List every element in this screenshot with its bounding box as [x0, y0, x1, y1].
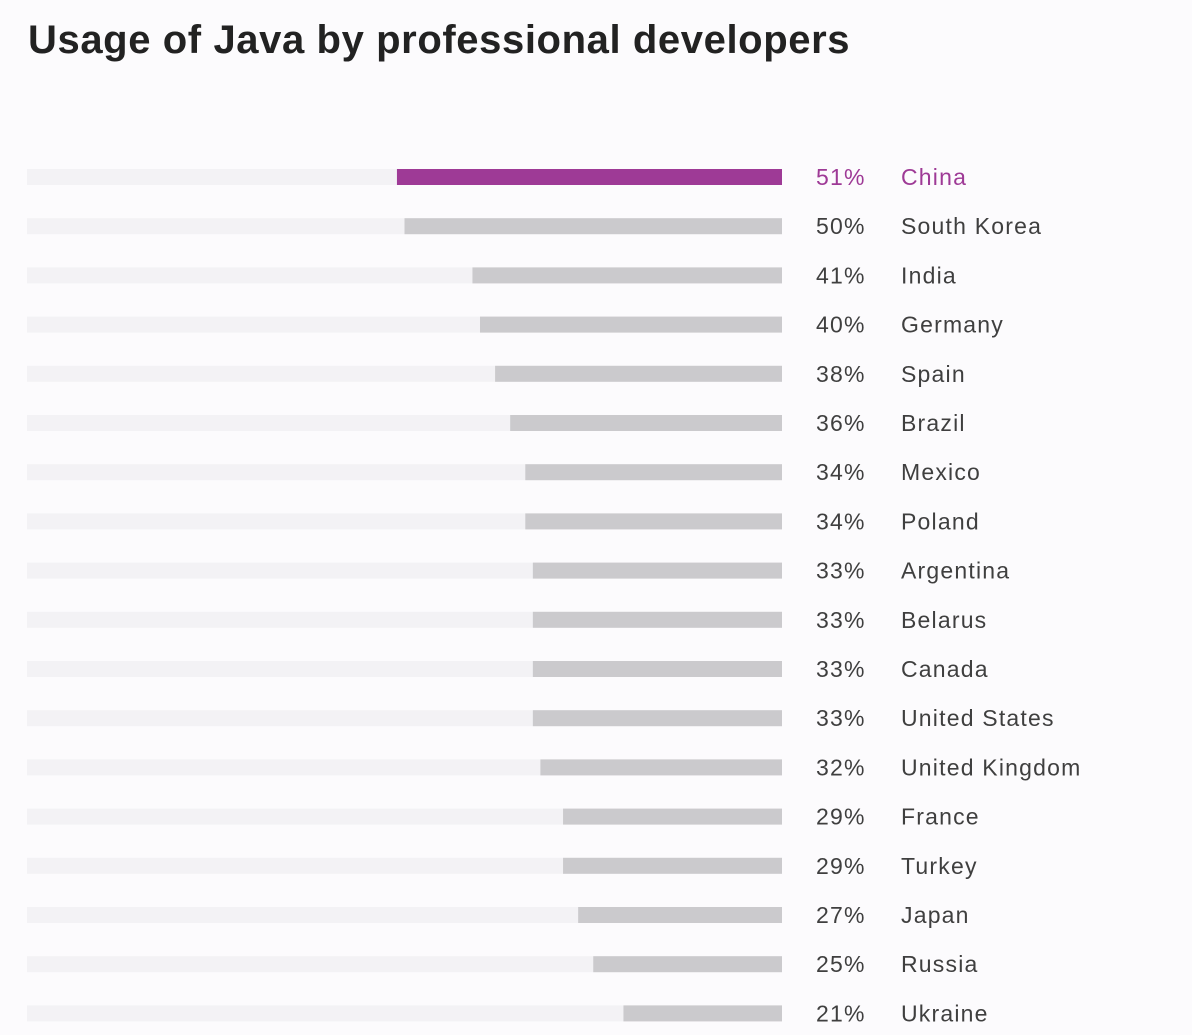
bar-china: [396, 169, 782, 185]
bar-india: [472, 267, 782, 284]
bar-france: [563, 808, 782, 825]
bar-track-ukraine: [27, 1005, 782, 1022]
labels-layer: 51% China 50% South Korea 41% India 40% Germany…: [816, 164, 1081, 1026]
bar-mexico: [525, 464, 782, 481]
value-label-spain: 38%: [816, 361, 866, 387]
category-label-russia: Russia: [901, 951, 979, 977]
bar-ukraine: [623, 1005, 782, 1022]
value-label-south-korea: 50%: [816, 213, 866, 239]
category-label-ukraine: Ukraine: [901, 1000, 989, 1026]
bar-japan: [578, 907, 782, 923]
bar-canada: [532, 661, 782, 677]
bar-brazil: [510, 415, 782, 431]
category-label-south-korea: South Korea: [901, 213, 1042, 239]
category-label-japan: Japan: [901, 902, 970, 928]
value-label-brazil: 36%: [816, 410, 866, 436]
value-label-germany: 40%: [816, 312, 866, 338]
value-label-belarus: 33%: [816, 607, 866, 633]
value-label-china: 51%: [816, 164, 866, 190]
category-label-canada: Canada: [901, 656, 989, 682]
category-label-india: India: [901, 262, 957, 288]
bar-south-korea: [404, 218, 782, 235]
category-label-france: France: [901, 804, 980, 830]
value-label-japan: 27%: [816, 902, 866, 928]
bar-united-kingdom: [540, 759, 782, 776]
category-label-united-states: United States: [901, 705, 1055, 731]
bar-argentina: [532, 562, 782, 579]
bar-poland: [525, 513, 782, 530]
value-label-poland: 34%: [816, 508, 866, 534]
value-label-turkey: 29%: [816, 853, 866, 879]
bar-turkey: [563, 857, 782, 874]
chart-title: Usage of Java by professional developers: [28, 18, 851, 62]
bar-united-states: [532, 710, 782, 727]
value-label-united-kingdom: 32%: [816, 754, 866, 780]
category-label-mexico: Mexico: [901, 459, 981, 485]
category-label-germany: Germany: [901, 312, 1004, 338]
bar-belarus: [532, 611, 782, 628]
category-label-poland: Poland: [901, 508, 980, 534]
bars-layer: [27, 169, 782, 1022]
category-label-spain: Spain: [901, 361, 966, 387]
value-label-ukraine: 21%: [816, 1000, 866, 1026]
category-label-belarus: Belarus: [901, 607, 987, 633]
category-label-argentina: Argentina: [901, 558, 1010, 584]
value-label-france: 29%: [816, 804, 866, 830]
category-label-united-kingdom: United Kingdom: [901, 754, 1081, 780]
value-label-argentina: 33%: [816, 558, 866, 584]
bar-russia: [593, 956, 782, 973]
bar-spain: [495, 365, 782, 382]
value-label-russia: 25%: [816, 951, 866, 977]
value-label-canada: 33%: [816, 656, 866, 682]
bar-germany: [480, 316, 782, 333]
value-label-united-states: 33%: [816, 705, 866, 731]
category-label-turkey: Turkey: [901, 853, 978, 879]
category-label-brazil: Brazil: [901, 410, 966, 436]
category-label-china: China: [901, 164, 967, 190]
value-label-mexico: 34%: [816, 459, 866, 485]
value-label-india: 41%: [816, 262, 866, 288]
